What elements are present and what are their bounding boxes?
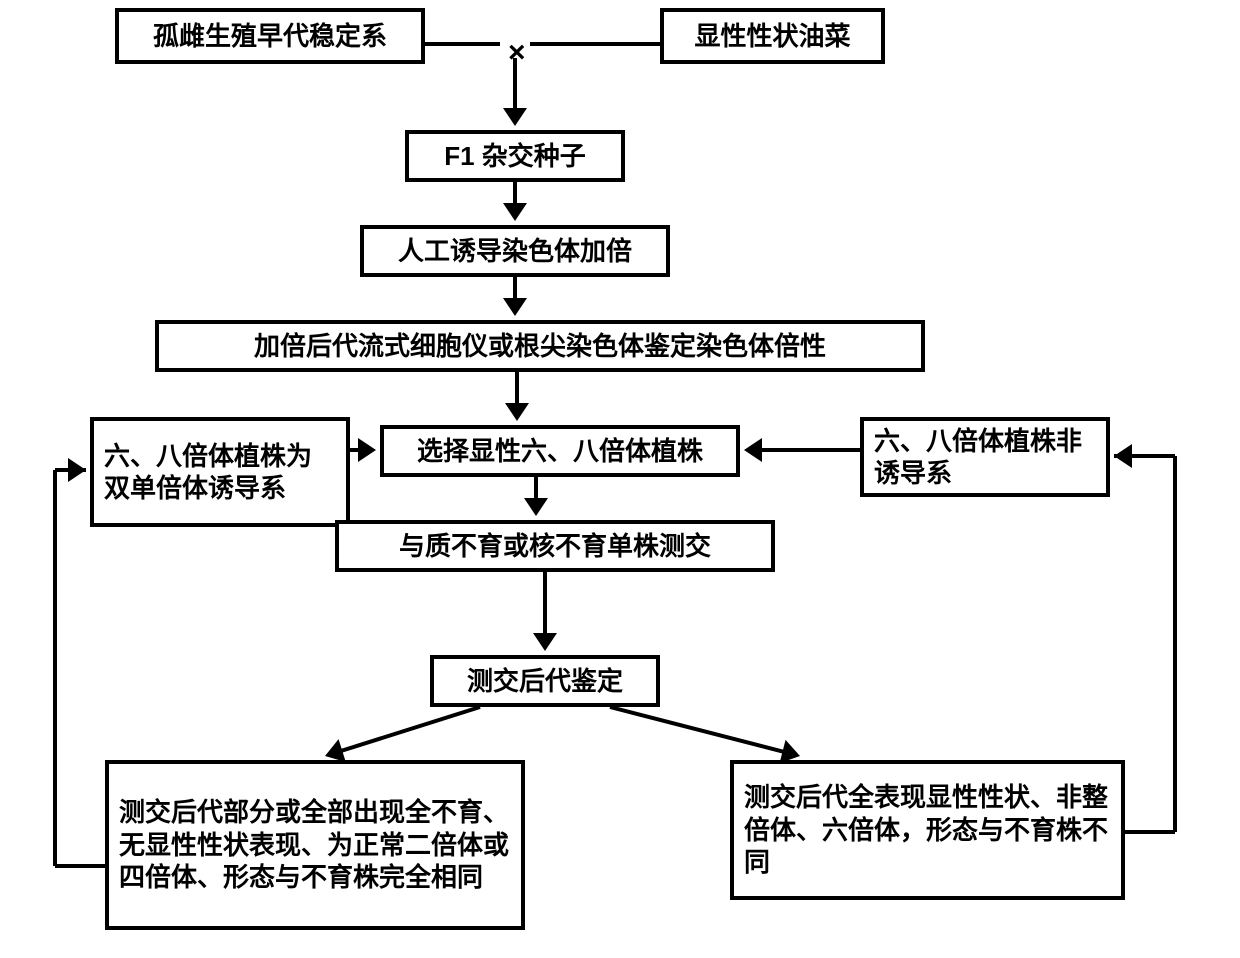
- box-identify: 测交后代鉴定: [430, 655, 660, 707]
- box-induce-doubling: 人工诱导染色体加倍: [360, 225, 670, 277]
- box-result-right: 测交后代全表现显性性状、非整倍体、六倍体，形态与不育株不同: [730, 760, 1125, 900]
- box-parthenogenesis: 孤雌生殖早代稳定系: [115, 8, 425, 64]
- box-ploidy-check: 加倍后代流式细胞仪或根尖染色体鉴定染色体倍性: [155, 320, 925, 372]
- box-dominant-trait: 显性性状油菜: [660, 8, 885, 64]
- box-side-left: 六、八倍体植株为双单倍体诱导系: [90, 417, 350, 527]
- cross-symbol: ×: [508, 36, 526, 70]
- box-select-polyploid: 选择显性六、八倍体植株: [380, 425, 740, 477]
- box-f1: F1 杂交种子: [405, 130, 625, 182]
- box-testcross: 与质不育或核不育单株测交: [335, 520, 775, 572]
- box-result-left: 测交后代部分或全部出现全不育、无显性性状表现、为正常二倍体或四倍体、形态与不育株…: [105, 760, 525, 930]
- box-side-right: 六、八倍体植株非诱导系: [860, 417, 1110, 497]
